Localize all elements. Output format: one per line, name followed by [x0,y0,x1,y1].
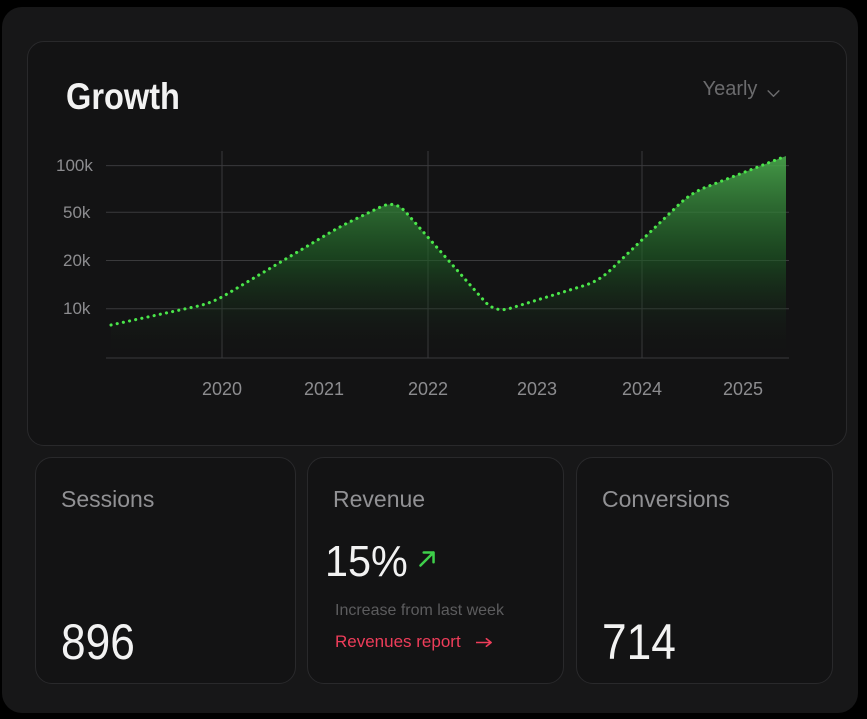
svg-text:2022: 2022 [408,379,448,399]
svg-text:10k: 10k [63,299,91,318]
svg-text:2024: 2024 [622,379,662,399]
svg-text:2021: 2021 [304,379,344,399]
svg-text:20k: 20k [63,251,91,270]
svg-text:2023: 2023 [517,379,557,399]
svg-text:50k: 50k [63,203,91,222]
svg-text:100k: 100k [56,156,93,175]
svg-text:2025: 2025 [723,379,763,399]
svg-text:2020: 2020 [202,379,242,399]
